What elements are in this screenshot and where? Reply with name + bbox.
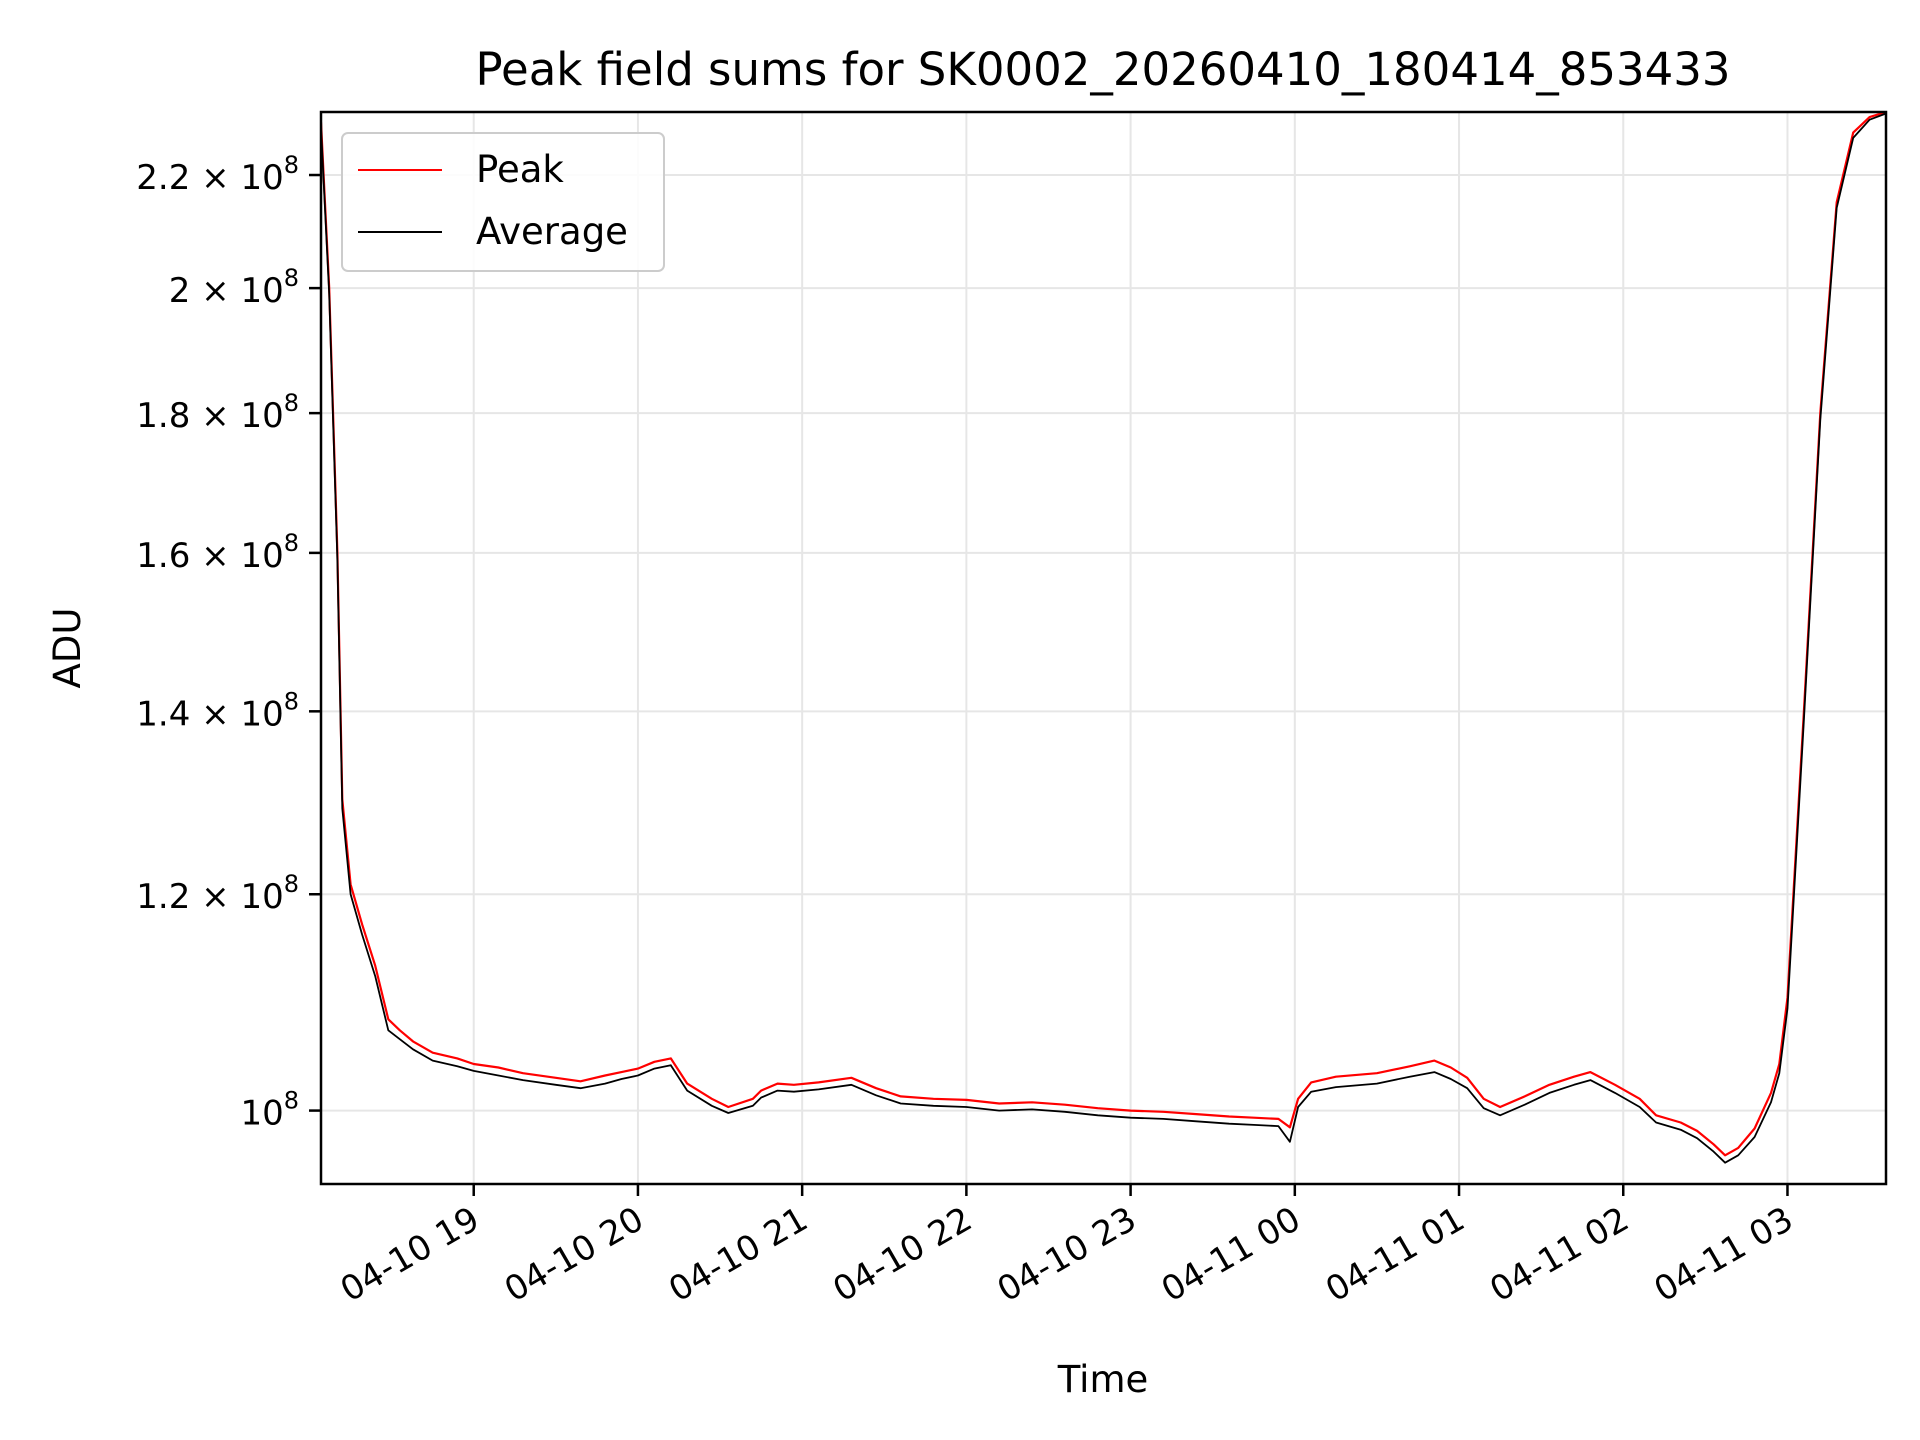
chart-title: Peak field sums for SK0002_20260410_1804…: [476, 43, 1731, 96]
x-tick-label: 04-11 03: [1648, 1199, 1800, 1310]
x-tick-label: 04-10 22: [826, 1199, 978, 1310]
x-tick-label: 04-10 19: [334, 1199, 486, 1310]
y-tick-label: 1.6 × 108: [136, 529, 299, 576]
legend-label-average: Average: [476, 210, 628, 253]
y-axis-label: ADU: [46, 608, 89, 689]
y-tick-label: 2.2 × 108: [136, 151, 299, 198]
x-tick-label: 04-10 23: [991, 1199, 1143, 1310]
x-tick-label: 04-10 20: [498, 1199, 650, 1310]
x-tick-label: 04-11 02: [1483, 1199, 1635, 1310]
x-tick-label: 04-11 00: [1155, 1199, 1307, 1310]
series-line-average: [321, 112, 1886, 1164]
y-axis-ticks: 108 1.2 × 108 1.4 × 108 1.6 × 108 1.8 × 108 2…: [136, 151, 321, 1134]
y-tick-label: 108: [240, 1087, 299, 1134]
legend-box: [341, 132, 665, 272]
x-tick-label: 04-10 21: [662, 1199, 814, 1310]
y-tick-label: 1.4 × 108: [136, 687, 299, 734]
legend-label-peak: Peak: [476, 148, 564, 191]
plot-area: [321, 112, 1886, 1164]
x-tick-label: 04-11 01: [1319, 1199, 1471, 1310]
plot-frame: [319, 110, 1888, 1186]
x-axis-ticks: 04-10 19 04-10 20 04-10 21 04-10 22 04-10 23…: [334, 1184, 1800, 1310]
grid: [321, 112, 1886, 1184]
y-tick-label: 1.8 × 108: [136, 389, 299, 436]
y-tick-label: 1.2 × 108: [136, 870, 299, 917]
series-layer: [321, 112, 1886, 1164]
x-axis-label: Time: [1057, 1358, 1149, 1401]
y-tick-label: 2 × 108: [169, 264, 299, 311]
legend: Peak Average: [341, 132, 665, 272]
series-line-peak: [321, 112, 1886, 1157]
